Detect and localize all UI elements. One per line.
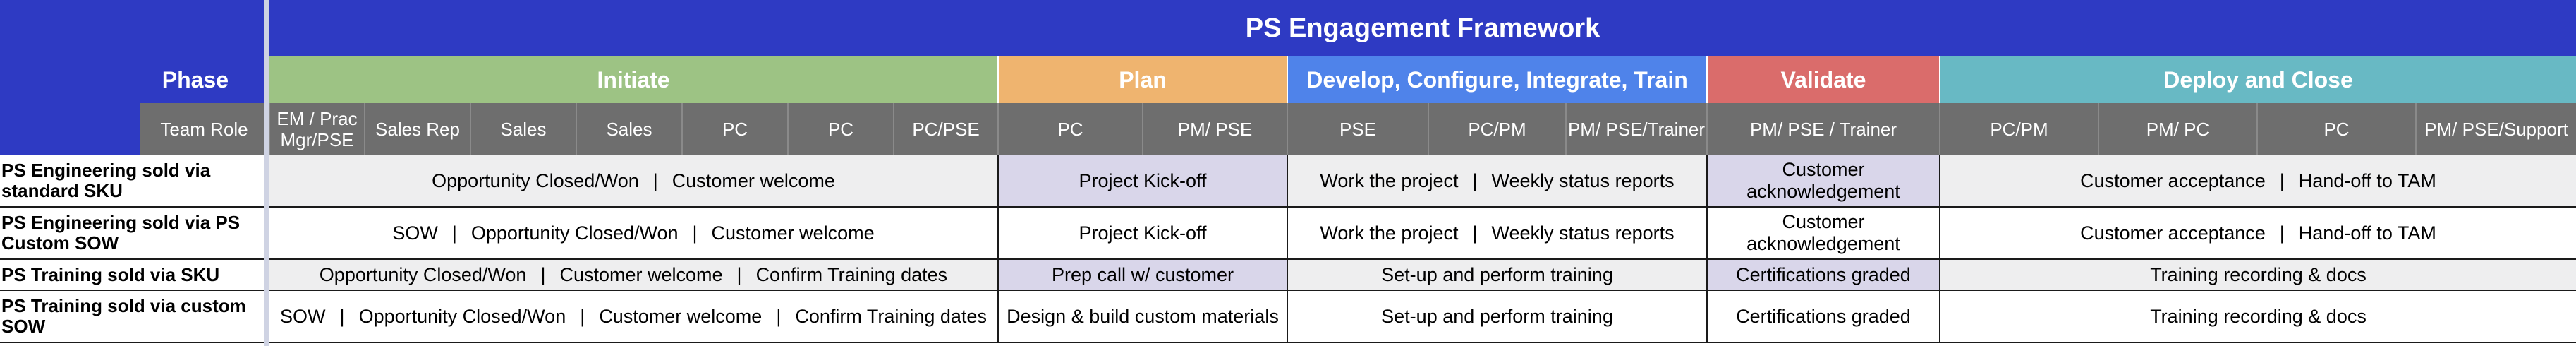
role-cell: PSE	[1287, 103, 1429, 155]
cell-item: Customer acceptance	[2080, 222, 2266, 244]
deploy-cell: Training recording & docs	[1940, 290, 2576, 343]
cell-item: Customer welcome	[672, 169, 835, 191]
role-cell: Sales	[470, 103, 577, 155]
cell-item: Confirm Training dates	[795, 305, 987, 327]
phase-label: Phase	[0, 56, 269, 103]
deploy-cell: Training recording & docs	[1940, 259, 2576, 291]
team-role-label: Team Role	[140, 103, 270, 155]
row-label: PS Training sold via SKU	[0, 259, 269, 291]
cell-item: Opportunity Closed/Won	[319, 263, 527, 285]
role-cell: PM/ PSE/Trainer	[1566, 103, 1708, 155]
initiate-cell: Opportunity Closed/Won | Customer welcome	[269, 155, 999, 208]
initiate-cell: Opportunity Closed/Won | Customer welcome |…	[269, 259, 999, 291]
plan-cell: Design & build custom materials	[998, 290, 1288, 343]
role-cell: PM/ PSE / Trainer	[1707, 103, 1940, 155]
cell-item: Weekly status reports	[1491, 222, 1675, 244]
develop-cell: Work the project | Weekly status reports	[1287, 155, 1708, 208]
phase-row: Phase Initiate Plan Develop, Configure, …	[0, 56, 2576, 103]
cell-item: Work the project	[1320, 169, 1459, 191]
phase-validate: Validate	[1707, 56, 1940, 103]
initiate-cell: SOW | Opportunity Closed/Won | Customer welc…	[269, 207, 999, 260]
cell-separator: |	[2279, 169, 2285, 191]
phase-initiate: Initiate	[269, 56, 999, 103]
page-title: PS Engagement Framework	[269, 0, 2576, 56]
frozen-column-divider	[264, 0, 269, 346]
cell-separator: |	[1472, 169, 1478, 191]
cell-separator: |	[736, 263, 742, 285]
initiate-cell: SOW | Opportunity Closed/Won | Customer welc…	[269, 290, 999, 343]
phase-develop: Develop, Configure, Integrate, Train	[1287, 56, 1708, 103]
cell-separator: |	[652, 169, 658, 191]
role-cell: PM/ PSE/Support	[2416, 103, 2576, 155]
role-cell: Sales Rep	[365, 103, 471, 155]
row-label: PS Engineering sold via PS Custom SOW	[0, 207, 269, 260]
role-row-blank	[0, 103, 140, 155]
plan-cell: Project Kick-off	[998, 207, 1288, 260]
role-cell: PC	[2257, 103, 2417, 155]
cell-item: Customer welcome	[711, 222, 875, 244]
cell-item: Opportunity Closed/Won	[432, 169, 639, 191]
cell-item: Hand-off to TAM	[2298, 169, 2436, 191]
row-label: PS Training sold via custom SOW	[0, 290, 269, 343]
cell-item: Confirm Training dates	[755, 263, 948, 285]
role-cell: EM / Prac Mgr/PSE	[269, 103, 365, 155]
cell-item: Customer welcome	[559, 263, 723, 285]
cell-separator: |	[776, 305, 782, 327]
role-cell: PM/ PSE	[1143, 103, 1288, 155]
row-label: PS Engineering sold via standard SKU	[0, 155, 269, 208]
cell-item: Customer acceptance	[2080, 169, 2266, 191]
cell-item: Weekly status reports	[1491, 169, 1675, 191]
validate-cell: Certifications graded	[1707, 259, 1940, 291]
role-cell: PC	[788, 103, 894, 155]
deploy-cell: Customer acceptance | Hand-off to TAM	[1940, 207, 2576, 260]
cell-item: Hand-off to TAM	[2298, 222, 2436, 244]
table-row: PS Engineering sold via PS Custom SOW SO…	[0, 207, 2576, 260]
cell-separator: |	[692, 222, 698, 244]
develop-cell: Set-up and perform training	[1287, 290, 1708, 343]
role-cell: Sales	[576, 103, 683, 155]
cell-separator: |	[1472, 222, 1478, 244]
cell-separator: |	[580, 305, 585, 327]
cell-separator: |	[2279, 222, 2285, 244]
cell-item: SOW	[280, 305, 326, 327]
cell-item: Work the project	[1320, 222, 1459, 244]
phase-plan: Plan	[998, 56, 1288, 103]
role-cell: PC/PM	[1940, 103, 2099, 155]
role-cell: PC	[682, 103, 789, 155]
title-row: PS Engagement Framework	[0, 0, 2576, 56]
cell-item: Opportunity Closed/Won	[470, 222, 679, 244]
cell-item: SOW	[392, 222, 438, 244]
table-row: PS Training sold via SKU Opportunity Clo…	[0, 259, 2576, 291]
role-cell: PC	[998, 103, 1143, 155]
phase-deploy: Deploy and Close	[1940, 56, 2576, 103]
validate-cell: Customer acknowledgement	[1707, 207, 1940, 260]
develop-cell: Work the project | Weekly status reports	[1287, 207, 1708, 260]
table-row: PS Training sold via custom SOW SOW | Oppo…	[0, 290, 2576, 343]
cell-separator: |	[339, 305, 345, 327]
validate-cell: Certifications graded	[1707, 290, 1940, 343]
table-row: PS Engineering sold via standard SKU Opp…	[0, 155, 2576, 208]
develop-cell: Set-up and perform training	[1287, 259, 1708, 291]
role-cell: PM/ PC	[2098, 103, 2258, 155]
deploy-cell: Customer acceptance | Hand-off to TAM	[1940, 155, 2576, 208]
corner-cell	[0, 0, 269, 56]
cell-separator: |	[540, 263, 546, 285]
plan-cell: Prep call w/ customer	[998, 259, 1288, 291]
role-cell: PC/PM	[1428, 103, 1567, 155]
role-cell: PC/PSE	[894, 103, 999, 155]
plan-cell: Project Kick-off	[998, 155, 1288, 208]
validate-cell: Customer acknowledgement	[1707, 155, 1940, 208]
cell-separator: |	[451, 222, 457, 244]
role-row: Team Role EM / Prac Mgr/PSE Sales Rep Sa…	[0, 103, 2576, 155]
cell-item: Opportunity Closed/Won	[358, 305, 566, 327]
cell-item: Customer welcome	[599, 305, 763, 327]
